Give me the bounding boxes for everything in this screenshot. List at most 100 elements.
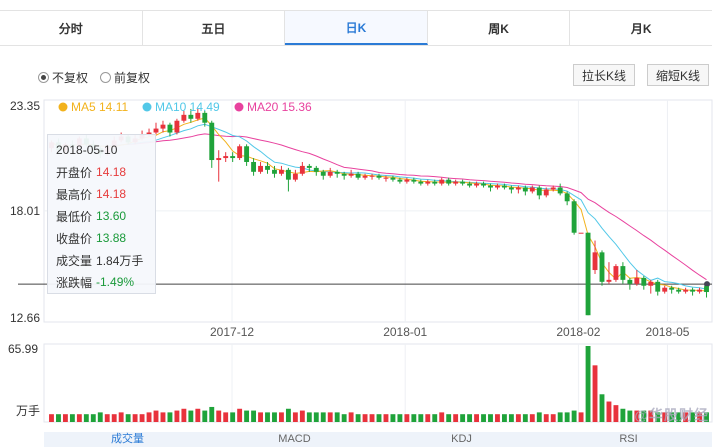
candle-up: [613, 266, 619, 280]
y-tick-label: 23.35: [10, 99, 40, 113]
tooltip-change-row: 涨跌幅 -1.49%: [56, 271, 147, 293]
tooltip-change-value: -1.49%: [96, 275, 135, 289]
ma5-legend-label: MA5 14.11: [71, 100, 128, 114]
volume-bar: [439, 412, 445, 422]
volume-bar: [272, 412, 277, 422]
volume-bar: [265, 412, 270, 422]
tab-volume[interactable]: 成交量: [111, 433, 144, 445]
tooltip-volume-label: 成交量: [56, 253, 93, 268]
volume-bar: [62, 414, 68, 422]
volume-bar: [49, 414, 54, 422]
tooltip-volume-value: 1.84万手: [96, 253, 144, 268]
radio-unadjusted[interactable]: 不复权: [38, 69, 88, 86]
ma10-legend-dot: [142, 102, 152, 112]
kline-chart[interactable]: 23.35 18.01 12.66 65.99 万手 2017-12 2018-01 2018…: [0, 95, 717, 432]
tab-five-day[interactable]: 五日: [143, 11, 286, 45]
candle-down: [488, 185, 493, 188]
volume-bar: [188, 410, 194, 422]
tab-monthly-k[interactable]: 月K: [630, 21, 652, 36]
tooltip-date-row: 2018-05-10: [56, 139, 147, 161]
candle-down: [188, 114, 194, 119]
candle-up: [495, 185, 500, 188]
tab-weekly-k[interactable]: 周K: [428, 11, 571, 45]
candle-down: [627, 279, 633, 284]
volume-bar: [258, 412, 263, 422]
candle-up: [439, 179, 445, 184]
volume-bar: [697, 412, 702, 422]
tab-macd[interactable]: MACD: [278, 433, 311, 445]
candle-up: [327, 171, 333, 176]
candle-down: [285, 169, 291, 180]
shrink-k-button[interactable]: 缩短K线: [647, 64, 710, 86]
candle-down: [704, 286, 709, 293]
volume-bar: [244, 410, 250, 422]
candle-down: [571, 201, 577, 233]
candle-down: [599, 252, 605, 282]
candle-down: [585, 232, 591, 316]
volume-bar: [383, 414, 389, 422]
tooltip-close-label: 收盘价: [56, 231, 93, 246]
volume-bar: [139, 414, 145, 422]
volume-bar: [362, 414, 368, 422]
volume-bar: [404, 414, 410, 422]
candle-up: [550, 187, 556, 190]
volume-bar: [606, 401, 612, 422]
volume-bar: [292, 412, 298, 422]
volume-bar: [460, 414, 466, 422]
tooltip-low-value: 13.60: [96, 209, 127, 223]
volume-bar: [536, 412, 542, 422]
candle-up: [474, 183, 479, 186]
tooltip-date: 2018-05-10: [56, 143, 118, 157]
candle-up: [181, 114, 187, 121]
ma-legend: MA5 14.11 MA10 14.49 MA20 15.36: [58, 100, 312, 114]
candle-down: [522, 187, 528, 192]
candle-down: [641, 277, 647, 286]
candle-down: [676, 289, 682, 292]
volume-bar: [223, 412, 229, 422]
tab-kdj[interactable]: KDJ: [451, 433, 472, 445]
candle-down: [390, 177, 396, 180]
ma10-legend-label: MA10 14.49: [155, 100, 220, 114]
tab-intraday[interactable]: 分时: [0, 11, 143, 45]
candle-down: [313, 167, 319, 172]
x-tick-label: 2018-05: [645, 325, 689, 339]
volume-bar: [515, 414, 521, 422]
candle-up: [369, 175, 375, 177]
tab-rsi[interactable]: RSI: [619, 433, 638, 445]
volume-bar: [355, 414, 361, 422]
candle-up: [174, 120, 180, 133]
volume-bar: [237, 408, 243, 422]
stretch-k-button[interactable]: 拉长K线: [573, 64, 636, 86]
volume-bar: [125, 414, 131, 422]
volume-bar: [495, 414, 500, 422]
candle-down: [655, 281, 661, 292]
volume-bar: [481, 414, 486, 422]
x-tick-label: 2018-01: [383, 325, 427, 339]
volume-bar: [306, 412, 312, 422]
volume-bar: [550, 414, 556, 422]
volume-bar: [453, 414, 459, 422]
volume-bar: [285, 408, 291, 422]
candle-up: [195, 112, 201, 119]
candle-up: [258, 165, 263, 172]
y-tick-label: 12.66: [10, 311, 40, 325]
volume-bar: [320, 412, 326, 422]
candle-up: [592, 252, 598, 271]
y-tick-label: 18.01: [10, 204, 40, 218]
volume-bar: [279, 412, 284, 422]
volume-bar: [341, 414, 347, 422]
candle-up: [425, 181, 431, 184]
tab-daily-k[interactable]: 日K: [285, 11, 428, 45]
radio-forward-adjusted[interactable]: 前复权: [100, 69, 150, 86]
volume-bar: [111, 414, 117, 422]
volume-bar: [83, 414, 89, 422]
radio-unadjusted-label: 不复权: [52, 71, 89, 85]
ma20-legend-label: MA20 15.36: [247, 100, 312, 114]
candle-up: [292, 173, 298, 180]
candle-down: [690, 289, 696, 292]
volume-bar: [599, 394, 605, 422]
candle-up: [146, 132, 152, 135]
volume-bar: [167, 412, 173, 422]
candle-down: [564, 193, 570, 202]
volume-bar: [592, 365, 598, 422]
